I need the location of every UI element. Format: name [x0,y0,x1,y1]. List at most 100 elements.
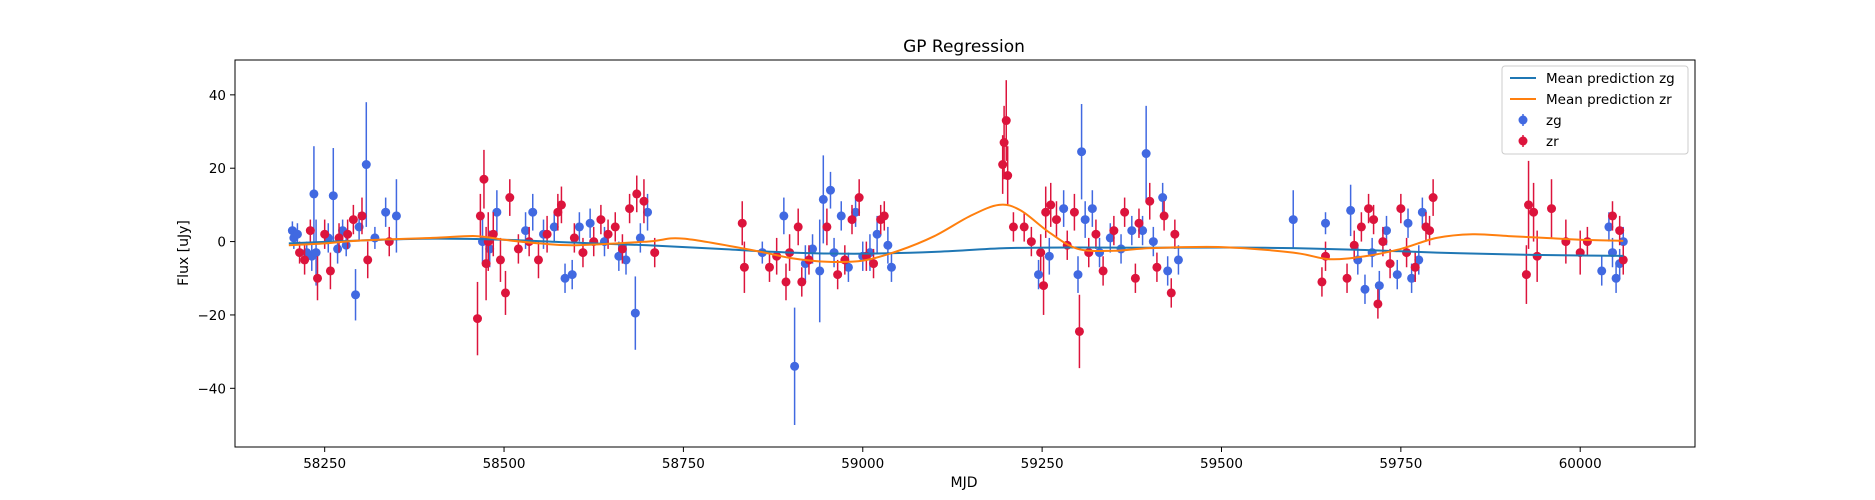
zr-point [822,222,832,232]
zr-point [500,288,510,298]
zr-point [1582,237,1592,247]
zg-point [779,211,789,221]
zg-point [1288,215,1298,225]
zr-point [1120,207,1130,217]
y-tick-label: 40 [209,88,226,104]
zg-point [521,226,531,236]
zg-point [1173,255,1183,265]
legend-zr-points-label: zr [1546,134,1559,150]
zr-point [1145,196,1155,206]
zg-point [1346,205,1356,215]
zr-point [1425,226,1435,236]
zg-point [614,251,624,261]
zr-point [313,273,323,283]
zg-point [351,290,361,300]
zr-point [998,160,1008,170]
zr-point [1069,207,1079,217]
zr-point [1008,222,1018,232]
zr-point [320,229,330,239]
zg-point [328,191,338,201]
zg-point [1095,248,1105,258]
x-tick-label: 59750 [1379,456,1422,472]
zg-point [815,266,825,276]
zg-point [1080,215,1090,225]
zr-point [1618,255,1628,265]
zg-point [1611,273,1621,283]
zr-point [1041,207,1051,217]
zg-point [1087,204,1097,214]
zr-point [603,229,613,239]
zg-point [808,244,818,254]
zr-point [556,200,566,210]
zr-point [1607,211,1617,221]
x-tick-label: 60000 [1559,456,1602,472]
legend-zr-marker [1518,136,1528,146]
y-tick-label: −20 [198,308,227,324]
zr-point [1170,229,1180,239]
zg-point [381,207,391,217]
zg-point [1105,233,1115,243]
zg-point [630,308,640,318]
x-tick-label: 59250 [1021,456,1064,472]
zr-point [1039,281,1049,291]
y-tick-label: −40 [198,381,227,397]
zr-point [305,226,315,236]
zr-point [1378,237,1388,247]
zr-point [1166,288,1176,298]
zr-point [1529,207,1539,217]
zg-point [1403,218,1413,228]
zr-point [1130,273,1140,283]
zr-point [596,215,606,225]
zr-point [650,248,660,258]
y-tick-label: 0 [217,235,226,251]
zr-point [1134,218,1144,228]
x-tick-label: 59000 [841,456,884,472]
zr-point [513,244,523,254]
zr-point [488,229,498,239]
zr-point [1532,251,1542,261]
zg-point [1138,226,1148,236]
y-axis-label: Flux [uJy] [176,220,192,286]
zg-point [643,207,653,217]
x-tick-label: 58500 [483,456,526,472]
zg-point [1044,251,1054,261]
zr-point [1046,200,1056,210]
zr-point [632,189,642,199]
zr-point [840,255,850,265]
zr-point [610,222,620,232]
plot-frame [234,59,1696,448]
x-tick-label: 59500 [1200,456,1243,472]
zg-point [1059,204,1069,214]
zr-point [1524,200,1534,210]
zg-point [790,361,800,371]
zr-point [295,248,305,258]
zr-mean-prediction-line [288,203,1624,264]
zr-point [739,262,749,272]
zg-point [1604,222,1614,232]
zr-point [1385,259,1395,269]
zg-point [485,244,495,254]
zg-point [635,233,645,243]
zr-point [1349,240,1359,250]
zr-point [639,196,649,206]
zg-point [309,189,319,199]
zg-point [818,194,828,204]
zg-point [1163,266,1173,276]
zr-point [505,193,515,203]
zr-point [479,174,489,184]
zr-point [854,193,864,203]
zr-point [1396,204,1406,214]
zr-point [1026,237,1036,247]
zr-point [348,215,358,225]
zg-point [872,229,882,239]
x-axis-label: MJD [951,475,978,491]
zg-point [883,240,893,250]
zr-point [325,266,335,276]
zr-point [833,270,843,280]
zr-point [1369,215,1379,225]
zg-point [391,211,401,221]
zr-point [1356,222,1366,232]
zg-point [567,270,577,280]
x-tick-label: 58250 [303,456,346,472]
zg-point [292,229,302,239]
